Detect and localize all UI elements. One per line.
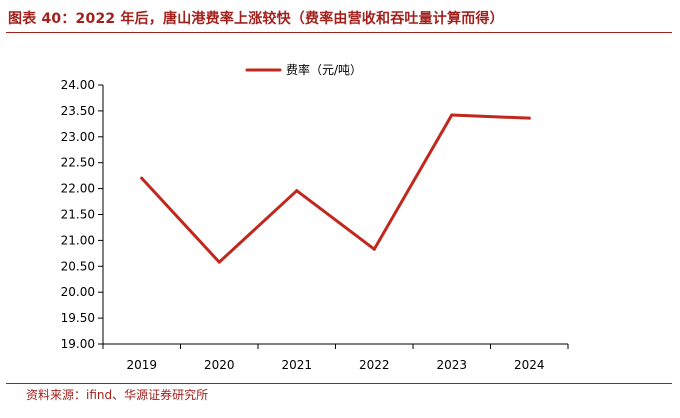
title-divider bbox=[6, 32, 672, 33]
data-point bbox=[527, 116, 531, 120]
x-axis-ticks: 2019 2020 2021 2022 2023 2024 bbox=[102, 344, 569, 372]
chart-axes bbox=[102, 85, 568, 345]
y-axis-ticks: 19.00 19.50 20.00 20.50 21.00 21.50 22.00 22.50… bbox=[61, 78, 103, 351]
x-tick-label: 2019 bbox=[126, 358, 157, 372]
y-tick-label: 22.50 bbox=[61, 156, 95, 170]
y-tick-label: 19.00 bbox=[61, 337, 95, 351]
data-point bbox=[217, 260, 221, 264]
x-tick-label: 2024 bbox=[514, 358, 545, 372]
legend-label: 费率（元/吨） bbox=[286, 62, 362, 77]
figure-title: 图表 40：2022 年后，唐山港费率上涨较快（费率由营收和吞吐量计算而得） bbox=[8, 11, 504, 27]
y-tick-label: 21.50 bbox=[61, 208, 95, 222]
x-tick-label: 2020 bbox=[204, 358, 235, 372]
chart-legend: 费率（元/吨） bbox=[245, 62, 362, 77]
x-tick-label: 2021 bbox=[281, 358, 312, 372]
y-tick-label: 19.50 bbox=[61, 311, 95, 325]
chart-series bbox=[140, 113, 531, 264]
x-tick-label: 2023 bbox=[436, 358, 467, 372]
y-tick-label: 21.00 bbox=[61, 233, 95, 247]
y-tick-label: 20.00 bbox=[61, 285, 95, 299]
data-point bbox=[450, 113, 454, 117]
series-line bbox=[140, 113, 531, 264]
data-point bbox=[140, 176, 144, 180]
y-tick-label: 22.00 bbox=[61, 182, 95, 196]
x-tick-label: 2022 bbox=[359, 358, 390, 372]
y-tick-label: 24.00 bbox=[61, 78, 95, 92]
y-tick-label: 23.50 bbox=[61, 104, 95, 118]
y-tick-label: 20.50 bbox=[61, 259, 95, 273]
source-divider bbox=[6, 383, 672, 384]
source-note: 资料来源：ifind、华源证券研究所 bbox=[26, 388, 209, 402]
data-point bbox=[372, 247, 376, 251]
data-point bbox=[295, 189, 299, 193]
y-tick-label: 23.00 bbox=[61, 130, 95, 144]
